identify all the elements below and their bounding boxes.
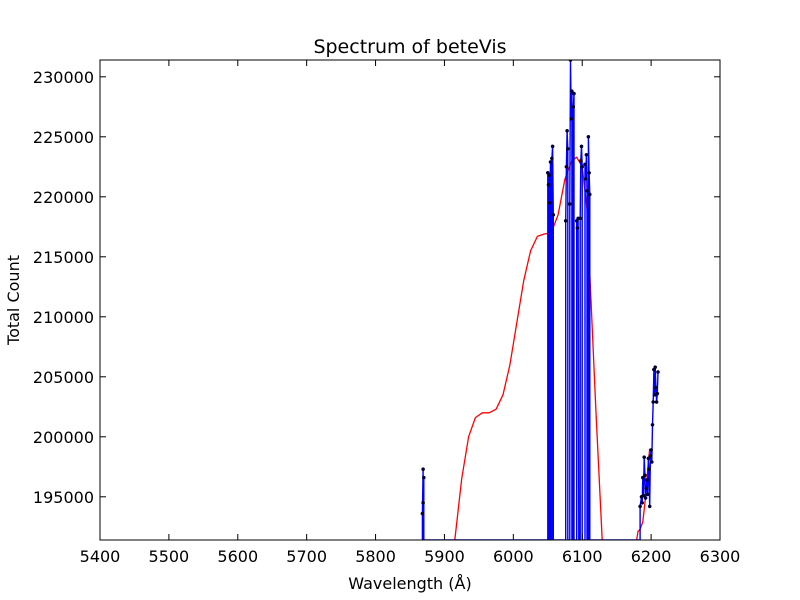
spectrum-data-point [421, 500, 425, 505]
spectrum-data-point [650, 422, 655, 427]
spectrum-data-point [575, 226, 580, 230]
spectrum-data-point [646, 456, 651, 461]
spectrum-data-point [654, 385, 658, 390]
spectrum-data-point [642, 455, 647, 460]
spectrum-data-point [585, 188, 589, 193]
spectrum-data-point [643, 496, 648, 500]
spectrum-data-point [570, 89, 574, 94]
plot-frame [99, 59, 721, 541]
spectrum-data-point [587, 170, 591, 175]
spectrum-data-point [565, 146, 570, 151]
spectrum-data-point [656, 370, 660, 374]
x-tick-label: 5800 [355, 547, 396, 566]
spectrum-data-point [580, 164, 585, 169]
x-tick-label: 5600 [217, 547, 258, 566]
spectrum-data-point [547, 173, 552, 178]
spectrum-data-point [569, 116, 574, 121]
y-axis-title: Total Count [4, 255, 23, 346]
spectrum-data-point [550, 144, 555, 149]
spectrum-data-point [571, 104, 576, 109]
spectrum-data-point [643, 473, 647, 478]
spectrum-data-point [584, 152, 589, 157]
x-tick-label: 6000 [493, 547, 534, 566]
x-tick-label: 6100 [562, 547, 603, 566]
spectrum-data-point [653, 365, 658, 370]
x-axis-title: Wavelength (Å) [348, 574, 471, 593]
spectrum-data-point [420, 511, 425, 516]
spectrum-data-point [579, 144, 584, 149]
spectrum-data-point [578, 158, 583, 163]
y-tick-label: 215000 [33, 248, 94, 267]
spectrum-data-point [578, 216, 583, 221]
y-tick-label: 210000 [33, 308, 94, 327]
spectrum-data-point [564, 164, 569, 169]
spectrum-data-point [565, 128, 569, 133]
chart-title: Spectrum of beteVis [313, 36, 506, 58]
spectrum-data-point [644, 486, 649, 491]
spectrum-data-point [587, 192, 592, 197]
spectrum-data-point [551, 212, 556, 217]
spectrum-data-point [572, 91, 576, 96]
x-tick-label: 6300 [700, 547, 741, 566]
x-tick-label: 6200 [631, 547, 672, 566]
spectrum-data-point [641, 493, 646, 498]
spectrum-data-point [546, 182, 551, 187]
y-tick-label: 205000 [33, 368, 94, 387]
spectrum-data-point [649, 448, 653, 452]
spectrum-data-point [421, 467, 425, 472]
spectrum-data-point [651, 400, 656, 404]
x-tick-label: 5700 [286, 547, 327, 566]
spectrum-data-point [648, 454, 653, 458]
spectrum-data-point [647, 467, 651, 472]
spectrum-data-point [547, 200, 552, 205]
plot-area [100, 60, 720, 540]
series-layer [420, 60, 660, 540]
spectrum-data-point [586, 134, 591, 139]
spectrum-data-point [548, 160, 553, 164]
spectrum-data-point [645, 478, 649, 482]
spectrum-data-point [638, 504, 642, 509]
y-tick-label: 230000 [33, 68, 94, 87]
fit-curve-line [454, 156, 603, 540]
spectrum-data-point [421, 475, 426, 480]
y-tick-label: 220000 [33, 188, 94, 207]
y-tick-label: 225000 [33, 128, 94, 147]
spectrum-data-point [640, 500, 645, 505]
x-tick-label: 5900 [424, 547, 465, 566]
spectrum-data-point [583, 162, 587, 167]
spectrum-data-point [645, 492, 650, 497]
x-tick-label: 5500 [149, 547, 190, 566]
y-tick-label: 195000 [33, 488, 94, 507]
spectrum-data-point [647, 504, 652, 509]
spectrum-data-point [583, 176, 588, 181]
spectrum-data-point [563, 218, 568, 223]
spectrum-data-point [655, 391, 660, 396]
y-tick-label: 200000 [33, 428, 94, 447]
y-axis: 195000 200000 205000 210000 215000 220000 2250… [33, 68, 720, 507]
x-axis: 5400 5500 5600 5700 5800 5900 6000 6100 6200 6300 [80, 60, 741, 566]
spectrum-data-point [640, 475, 645, 480]
spectrum-data-point [649, 460, 654, 464]
spectrum-data-point [550, 156, 554, 161]
spectrum-data-point [654, 400, 659, 404]
spectrum-data-point [567, 202, 572, 206]
x-tick-label: 5400 [80, 547, 121, 566]
